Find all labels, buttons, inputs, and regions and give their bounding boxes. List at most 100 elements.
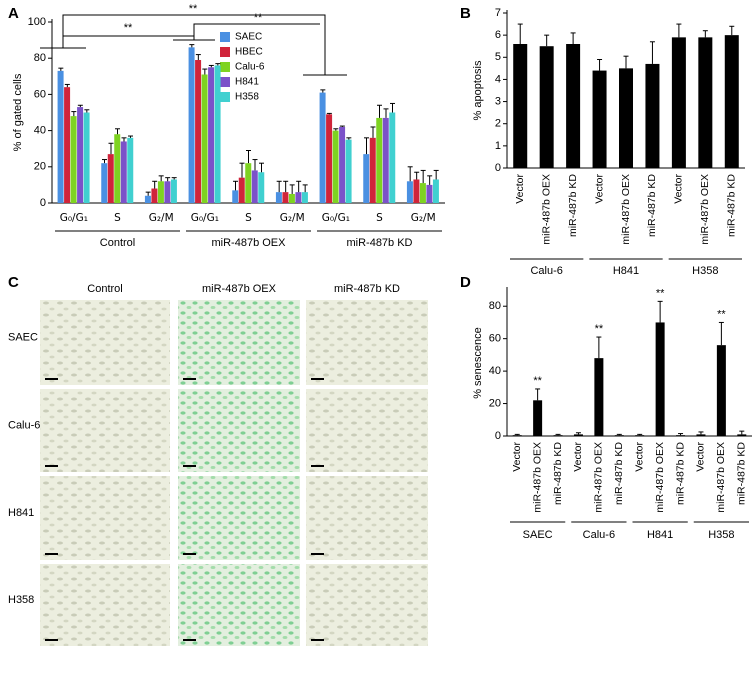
micrograph — [178, 476, 300, 560]
bar — [655, 322, 665, 436]
group-label: H841 — [613, 265, 639, 277]
bar — [533, 400, 543, 436]
bar — [619, 68, 633, 168]
row-label: Calu-6 — [8, 419, 40, 431]
x-tick-label: miR-487b KD — [674, 442, 686, 505]
x-tick-label: Vector — [695, 442, 707, 472]
x-tick-label: Vector — [673, 174, 685, 204]
y-tick-label: 0 — [40, 197, 46, 209]
group-label: Control — [100, 237, 135, 249]
x-tick-label: miR-487b KD — [613, 442, 625, 505]
bar — [339, 126, 346, 203]
bar — [101, 163, 108, 203]
bar — [258, 172, 265, 203]
x-tick-label: miR-487b OEX — [540, 174, 552, 245]
bar — [432, 179, 439, 203]
bar — [426, 184, 433, 203]
bar — [107, 154, 114, 203]
bar — [345, 139, 352, 203]
bar — [369, 137, 376, 203]
x-tick-label: miR-487b KD — [726, 174, 738, 237]
micrograph — [306, 389, 428, 472]
column-header: Control — [87, 283, 122, 295]
significance: ** — [717, 308, 726, 320]
bar — [724, 35, 739, 169]
legend-label: H358 — [235, 92, 259, 103]
bar — [144, 195, 151, 203]
x-tick-label: Vector — [511, 442, 523, 472]
micrograph — [40, 389, 170, 472]
x-tick-label: G₀/G₁ — [322, 212, 350, 224]
group-label: Calu-6 — [583, 529, 615, 541]
x-tick-label: miR-487b OEX — [593, 442, 605, 513]
bar — [696, 434, 706, 436]
bar — [164, 181, 171, 203]
bar — [188, 47, 195, 204]
significance-brackets: ** ** ** — [40, 3, 347, 76]
y-tick-label: 4 — [495, 73, 501, 85]
bar — [326, 114, 333, 203]
x-tick-label: Vector — [572, 442, 584, 472]
legend-swatch — [220, 92, 230, 102]
micrograph — [40, 476, 170, 560]
micrograph — [306, 300, 428, 385]
x-tick-label: miR-487b KD — [552, 442, 564, 505]
legend-swatch — [220, 62, 230, 72]
bar — [419, 183, 426, 203]
y-tick-label: 6 — [495, 29, 501, 41]
bar — [245, 163, 252, 203]
legend-swatch — [220, 32, 230, 42]
bar — [737, 434, 747, 436]
bar — [157, 181, 164, 203]
panel-label: A — [8, 5, 19, 22]
micrograph — [306, 476, 428, 560]
micrograph — [178, 300, 300, 385]
bar — [698, 37, 713, 168]
group-label: Calu-6 — [530, 265, 562, 277]
y-axis-label: % of gated cells — [12, 73, 24, 151]
x-tick-label: G₂/M — [280, 212, 305, 224]
micrograph — [40, 300, 170, 385]
y-tick-label: 0 — [495, 162, 501, 174]
x-tick-label: miR-487b OEX — [654, 442, 666, 513]
bracket — [63, 23, 320, 41]
x-tick-label: G₀/G₁ — [60, 212, 88, 224]
bar — [382, 117, 389, 203]
y-tick-label: 7 — [495, 7, 501, 19]
bar — [592, 70, 607, 168]
group-label: H358 — [692, 265, 718, 277]
x-tick-label: G₂/M — [411, 212, 436, 224]
x-tick-label: miR-487b OEX — [531, 442, 543, 513]
bar — [120, 141, 127, 203]
y-tick-label: 60 — [34, 88, 46, 100]
bar — [57, 70, 64, 204]
y-tick-label: 20 — [34, 161, 46, 173]
x-tick-label: miR-487b KD — [567, 174, 579, 237]
bar — [232, 190, 239, 203]
bar — [288, 193, 295, 203]
y-tick-label: 2 — [495, 118, 501, 130]
bar — [275, 192, 282, 203]
significance: ** — [254, 12, 263, 24]
x-tick-label: Vector — [633, 442, 645, 472]
group-label: H841 — [647, 529, 673, 541]
group-label: H358 — [708, 529, 734, 541]
group-label: miR-487b OEX — [212, 237, 287, 249]
bar — [251, 170, 258, 203]
y-tick-label: 60 — [489, 333, 501, 345]
bar — [671, 37, 686, 168]
x-tick-label: Vector — [593, 174, 605, 204]
bar — [77, 107, 84, 203]
micrograph — [178, 389, 300, 472]
y-tick-label: 0 — [495, 430, 501, 442]
y-axis-label: % apoptosis — [472, 60, 484, 120]
x-tick-label: miR-487b OEX — [715, 442, 727, 513]
y-tick-label: 20 — [489, 397, 501, 409]
y-tick-label: 100 — [28, 16, 46, 28]
column-header: miR-487b KD — [334, 283, 400, 295]
x-tick-label: Vector — [514, 174, 526, 204]
bar — [295, 192, 302, 203]
bar — [716, 345, 726, 436]
significance: ** — [533, 375, 542, 387]
micrograph — [306, 564, 428, 646]
